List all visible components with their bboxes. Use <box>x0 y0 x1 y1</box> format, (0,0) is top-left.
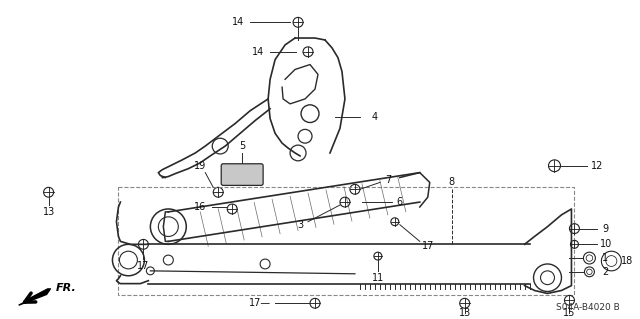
Text: 3: 3 <box>297 220 303 230</box>
Text: 1: 1 <box>602 253 609 263</box>
Text: 6: 6 <box>397 197 403 207</box>
Text: 13: 13 <box>42 207 54 217</box>
Text: S04A-B4020 B: S04A-B4020 B <box>556 303 620 312</box>
Text: 5: 5 <box>239 141 245 151</box>
Text: 18: 18 <box>621 256 634 266</box>
Text: 13: 13 <box>459 308 471 318</box>
Text: 7: 7 <box>385 175 391 185</box>
Text: 10: 10 <box>600 239 612 249</box>
Text: 9: 9 <box>602 224 609 234</box>
Text: 16: 16 <box>194 202 206 212</box>
Text: 15: 15 <box>563 308 575 318</box>
Bar <box>118 187 575 295</box>
Text: 17: 17 <box>137 261 150 271</box>
Polygon shape <box>19 288 51 305</box>
Text: 17—: 17— <box>249 298 271 308</box>
Text: 12: 12 <box>591 161 604 171</box>
Text: 4: 4 <box>372 112 378 122</box>
Text: 8: 8 <box>449 177 455 188</box>
Text: 19: 19 <box>194 161 206 171</box>
Text: 14: 14 <box>232 17 244 27</box>
FancyBboxPatch shape <box>221 164 263 185</box>
Text: FR.: FR. <box>56 283 76 293</box>
Text: 14: 14 <box>252 47 264 57</box>
Text: 11: 11 <box>372 273 384 283</box>
Text: 17: 17 <box>422 241 434 251</box>
Text: 2: 2 <box>602 267 609 277</box>
